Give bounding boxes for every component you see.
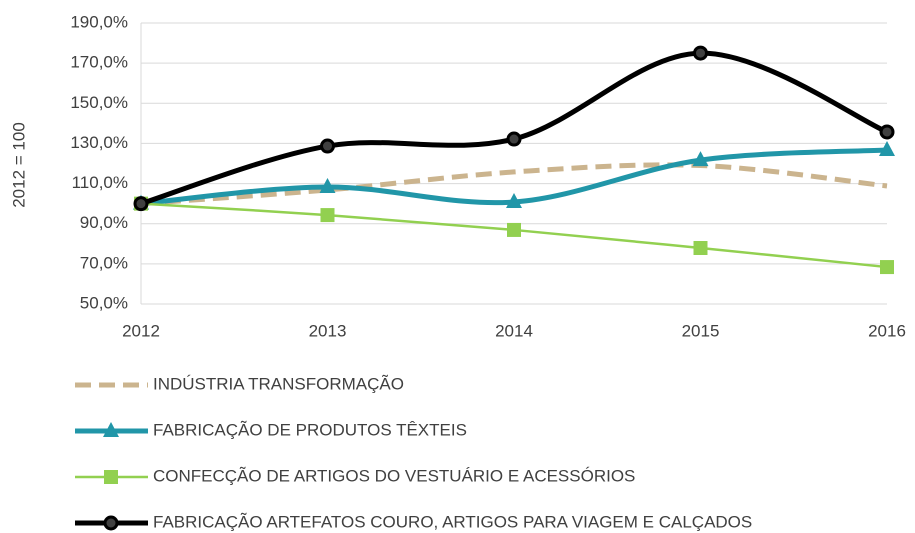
y-axis-title: 2012 = 100 — [9, 122, 28, 208]
legend-marker — [103, 422, 119, 437]
x-tick-label: 2012 — [122, 321, 160, 340]
y-tick-label: 170,0% — [70, 53, 128, 72]
y-tick-label: 150,0% — [70, 93, 128, 112]
legend-marker — [103, 515, 119, 531]
x-tick-label: 2013 — [309, 321, 347, 340]
marker — [319, 177, 336, 193]
marker — [692, 151, 709, 167]
legend-marker — [104, 470, 118, 484]
y-tick-label: 70,0% — [80, 253, 128, 272]
y-tick-label: 130,0% — [70, 133, 128, 152]
marker — [693, 241, 708, 256]
x-tick-label: 2014 — [495, 321, 533, 340]
marker — [133, 196, 149, 212]
legend-label: INDÚSTRIA TRANSFORMAÇÃO — [153, 374, 404, 393]
y-tick-label: 50,0% — [80, 293, 128, 312]
marker — [320, 138, 335, 154]
marker — [320, 208, 335, 223]
y-tick-label: 110,0% — [72, 173, 128, 192]
y-tick-label: 90,0% — [80, 213, 128, 232]
marker — [506, 131, 522, 147]
x-tick-label: 2016 — [868, 321, 906, 340]
marker — [693, 45, 708, 61]
marker — [507, 222, 521, 237]
marker — [506, 193, 522, 209]
legend-label: FABRICAÇÃO ARTEFATOS COURO, ARTIGOS PARA… — [153, 512, 752, 531]
marker — [879, 124, 895, 140]
series-line — [140, 162, 888, 207]
legend-label: FABRICAÇÃO DE PRODUTOS TÊXTEIS — [153, 420, 467, 439]
legend-label: CONFECÇÃO DE ARTIGOS DO VESTUÁRIO E ACES… — [153, 466, 635, 485]
y-tick-label: 190,0% — [70, 12, 128, 31]
marker — [879, 141, 895, 157]
series-line — [140, 50, 888, 207]
x-tick-label: 2015 — [682, 321, 720, 340]
marker — [880, 260, 894, 275]
